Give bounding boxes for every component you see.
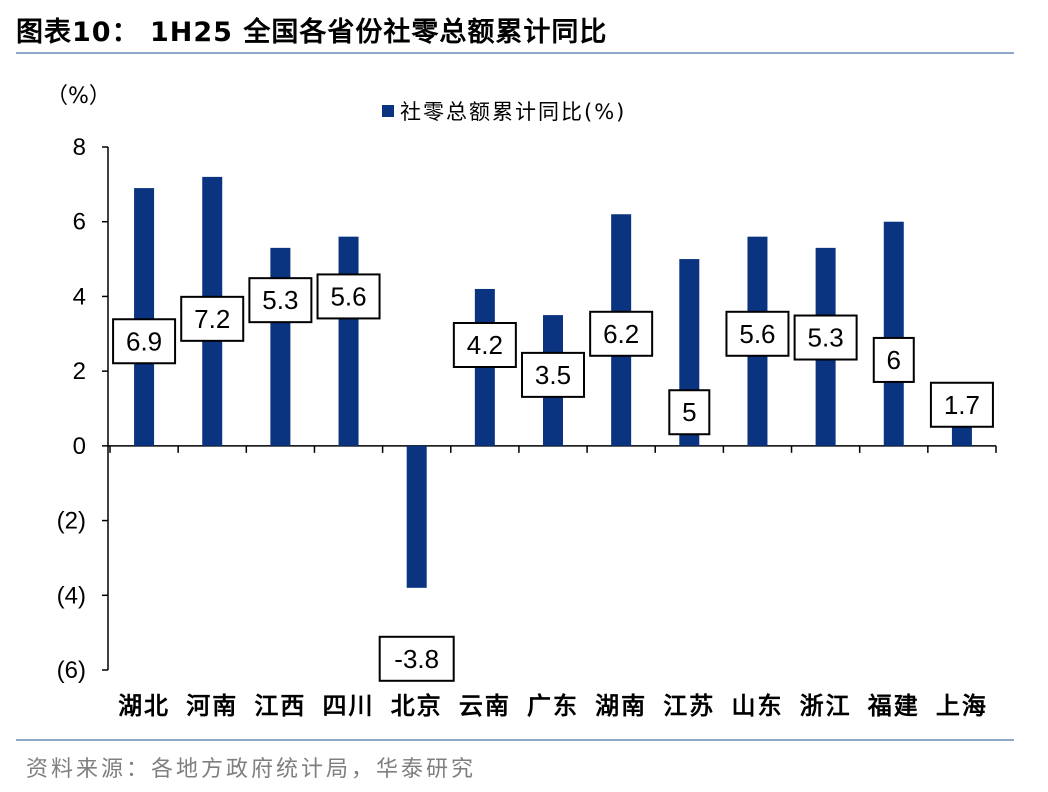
legend-swatch <box>382 105 394 117</box>
bar <box>338 236 359 446</box>
source-note: 资料来源：各地方政府统计局，华泰研究 <box>26 757 477 782</box>
category-label: 福建 <box>867 692 920 720</box>
y-tick-label: 4 <box>73 283 86 310</box>
category-label: 湖南 <box>595 692 647 720</box>
legend-label: 社零总额累计同比(%) <box>400 100 626 124</box>
data-label-box <box>668 389 711 436</box>
category-labels: 湖北 河南 江西 四川 北京 云南 广东 湖南 江苏 山东 浙江 福建 上海 <box>118 692 988 720</box>
data-label-box <box>452 321 517 368</box>
y-tick-label: 8 <box>73 134 86 161</box>
data-label: 5 <box>682 397 696 427</box>
data-label-box <box>316 273 381 320</box>
y-tick-label: 2 <box>73 358 86 385</box>
data-label-box <box>929 381 994 428</box>
category-label: 湖北 <box>118 692 170 720</box>
category-label: 四川 <box>323 692 375 720</box>
y-tick-label: (6) <box>57 657 86 684</box>
chart-title: 图表10： 1H25 全国各省份社零总额累计同比 <box>16 17 608 48</box>
data-label-box <box>725 310 790 357</box>
category-label: 云南 <box>459 692 511 720</box>
data-label: 5.3 <box>262 285 298 315</box>
data-label-box <box>521 351 585 398</box>
category-label: 广东 <box>527 692 579 720</box>
data-label: 6.2 <box>603 319 639 349</box>
data-label: 1.7 <box>944 390 980 420</box>
data-label: -3.8 <box>394 644 439 674</box>
x-axis <box>108 445 997 453</box>
data-label: 6.9 <box>126 326 162 356</box>
category-label: 北京 <box>391 692 443 720</box>
data-label-box <box>872 336 915 383</box>
data-label: 4.2 <box>467 330 503 360</box>
y-tick-label: 6 <box>73 209 86 236</box>
data-label-box <box>589 310 654 357</box>
category-label: 浙江 <box>800 692 852 720</box>
data-label: 3.5 <box>535 360 571 390</box>
data-label-box <box>248 277 313 324</box>
data-label: 6 <box>887 345 901 375</box>
category-label: 上海 <box>936 692 988 720</box>
data-label-box <box>793 314 858 361</box>
category-label: 江西 <box>254 692 306 720</box>
y-tick-label: (2) <box>57 508 86 535</box>
category-label: 江苏 <box>663 692 715 720</box>
y-tick-label: (4) <box>57 582 86 609</box>
data-label: 7.2 <box>194 304 230 334</box>
data-label: 5.3 <box>808 323 844 353</box>
bar <box>883 221 904 446</box>
legend: 社零总额累计同比(%) <box>382 100 626 124</box>
data-label-box <box>378 635 455 682</box>
data-label-box <box>112 318 177 365</box>
bars <box>134 176 972 588</box>
y-unit-label: （%） <box>46 84 111 109</box>
title-rule <box>16 52 1014 54</box>
data-labels: 6.9 7.2 5.3 5.6 -3.8 4.2 3.5 6.2 5 5.6 5.3 6 1.7 <box>112 273 994 682</box>
bar <box>134 188 155 446</box>
source-rule <box>16 739 1014 741</box>
category-label: 河南 <box>186 692 238 720</box>
category-label: 山东 <box>731 692 783 720</box>
y-axis: 8 6 4 2 0 (2) (4) (6) <box>57 134 109 684</box>
data-label-box <box>180 295 245 342</box>
bar <box>406 445 427 588</box>
y-tick-label: 0 <box>73 433 86 460</box>
data-label: 5.6 <box>739 319 775 349</box>
data-label: 5.6 <box>330 281 366 311</box>
